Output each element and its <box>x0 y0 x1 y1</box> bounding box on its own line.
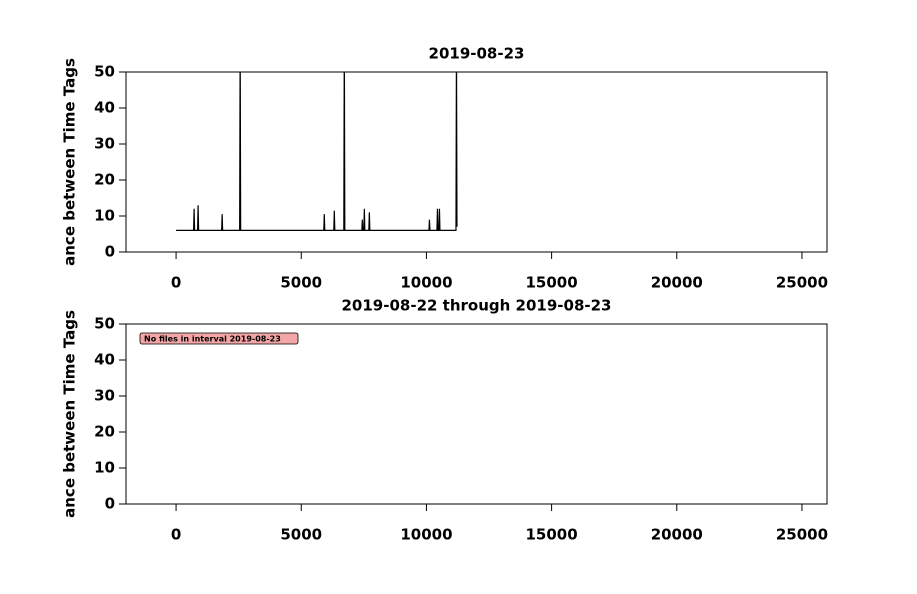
annotation-box <box>139 332 299 345</box>
x-tick-label: 10000 <box>400 274 452 292</box>
y-axis-label: ance between Time Tags <box>61 310 79 518</box>
annotation: No files in interval 2019-08-23 <box>144 335 281 344</box>
y-tick-label: 30 <box>94 135 115 153</box>
x-tick-label: 25000 <box>776 526 828 544</box>
x-tick-label: 0 <box>171 526 181 544</box>
y-tick-label: 20 <box>94 171 115 189</box>
x-tick-label: 20000 <box>651 526 703 544</box>
x-tick-label: 25000 <box>776 274 828 292</box>
x-tick-label: 0 <box>171 274 181 292</box>
y-tick-label: 40 <box>94 99 115 117</box>
y-tick-label: 10 <box>94 459 115 477</box>
y-tick-label: 0 <box>105 495 115 513</box>
chart-title: 2019-08-22 through 2019-08-23 <box>342 297 612 315</box>
x-tick-label: 15000 <box>526 526 578 544</box>
line <box>176 72 458 231</box>
y-tick-label: 50 <box>94 63 115 81</box>
y-tick-label: 40 <box>94 351 115 369</box>
y-tick-label: 50 <box>94 315 115 333</box>
y-tick-label: 30 <box>94 387 115 405</box>
x-tick-label: 5000 <box>280 526 322 544</box>
plot-area <box>176 72 458 231</box>
plot-frame <box>125 71 828 253</box>
y-tick-label: 10 <box>94 207 115 225</box>
y-tick-label: 20 <box>94 423 115 441</box>
x-tick-label: 15000 <box>526 274 578 292</box>
y-tick-label: 0 <box>105 243 115 261</box>
plot-frame <box>125 323 828 505</box>
y-axis-label: ance between Time Tags <box>61 58 79 266</box>
x-tick-label: 5000 <box>280 274 322 292</box>
x-tick-label: 20000 <box>651 274 703 292</box>
x-tick-label: 10000 <box>400 526 452 544</box>
chart-title: 2019-08-23 <box>429 45 525 63</box>
